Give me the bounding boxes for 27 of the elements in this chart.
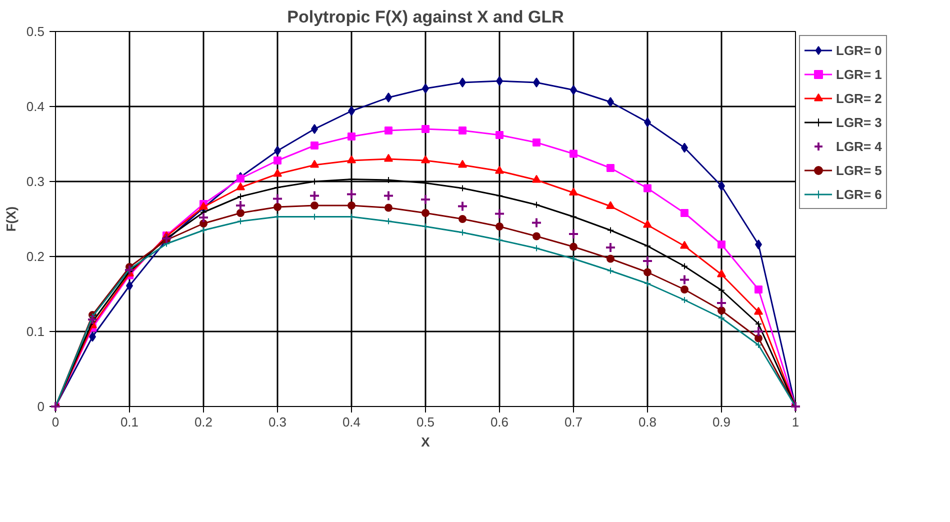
y-tick-label: 0 xyxy=(37,399,45,414)
x-tick-label: 0.8 xyxy=(638,414,657,430)
y-tick-label: 0.3 xyxy=(26,174,45,189)
x-tick-label: 1 xyxy=(792,414,800,430)
x-tick-label: 0.2 xyxy=(194,414,213,430)
x-tick-label: 0.7 xyxy=(564,414,583,430)
y-tick-label: 0.2 xyxy=(26,249,45,264)
x-tick-label: 0.9 xyxy=(712,414,731,430)
legend-label: LGR= 6 xyxy=(836,186,882,202)
y-tick-label: 0.5 xyxy=(26,24,45,39)
x-tick-label: 0.3 xyxy=(268,414,287,430)
legend-label: LGR= 1 xyxy=(836,66,882,82)
chart-title: Polytropic F(X) against X and GLR xyxy=(287,8,564,26)
x-axis-title: X xyxy=(421,434,430,450)
legend-label: LGR= 0 xyxy=(836,42,882,58)
legend-label: LGR= 5 xyxy=(836,162,882,178)
x-tick-label: 0.4 xyxy=(342,414,361,430)
x-tick-label: 0.5 xyxy=(416,414,435,430)
legend-label: LGR= 4 xyxy=(836,138,882,154)
legend-label: LGR= 3 xyxy=(836,114,882,130)
legend-label: LGR= 2 xyxy=(836,90,882,106)
x-tick-label: 0.6 xyxy=(490,414,509,430)
x-tick-label: 0 xyxy=(52,414,60,430)
y-tick-label: 0.1 xyxy=(26,324,45,339)
x-tick-label: 0.1 xyxy=(120,414,139,430)
y-tick-label: 0.4 xyxy=(26,99,45,114)
y-axis-title: F(X) xyxy=(3,206,18,232)
